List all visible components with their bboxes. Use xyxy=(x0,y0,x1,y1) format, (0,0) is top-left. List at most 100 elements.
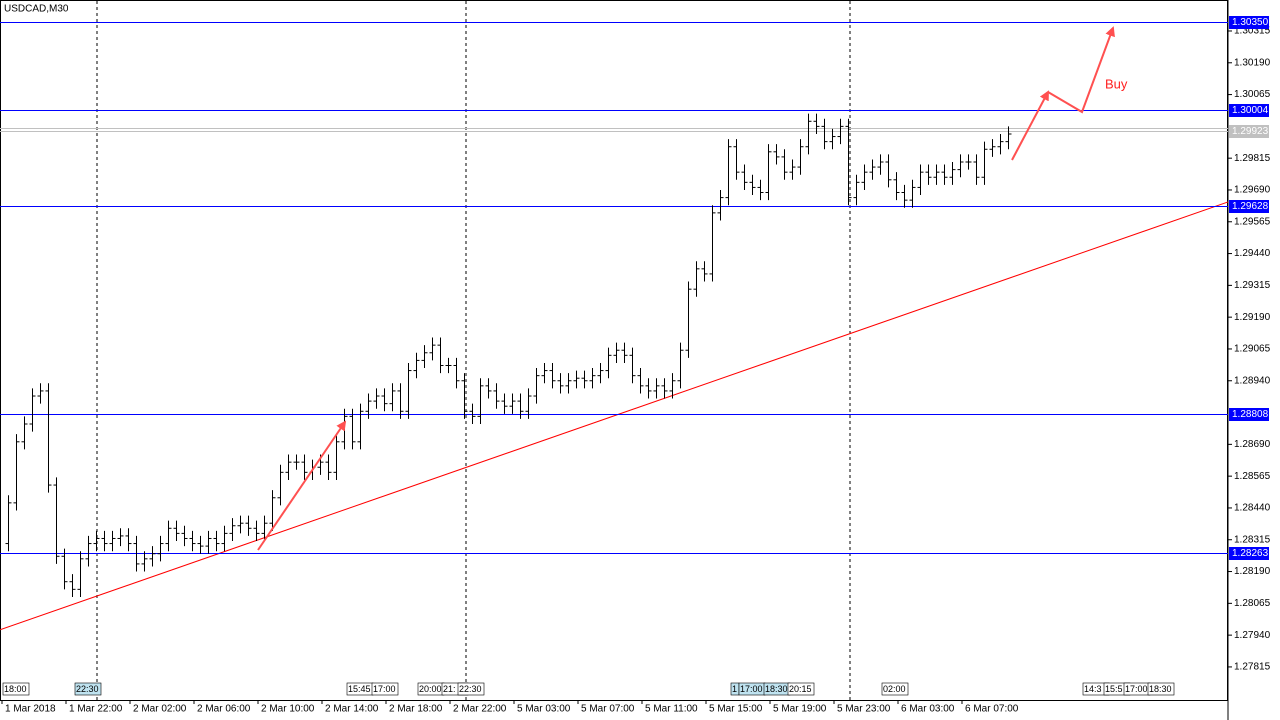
bar xyxy=(205,530,212,554)
bar xyxy=(549,362,556,389)
plot-frame xyxy=(0,0,1228,701)
bar xyxy=(701,261,708,282)
x-tick-label: 5 Mar 19:00 xyxy=(773,704,827,715)
x-tick-label: 2 Mar 14:00 xyxy=(325,704,379,715)
price-label: 1.28808 xyxy=(1232,409,1269,420)
bar xyxy=(133,535,140,572)
bar xyxy=(21,416,28,450)
bar xyxy=(165,520,172,552)
bar xyxy=(437,337,444,374)
bar xyxy=(269,490,276,531)
x-tick-label: 1 Mar 2018 xyxy=(5,704,56,715)
bar xyxy=(901,184,908,208)
price-label: 1.29628 xyxy=(1232,201,1269,212)
bar xyxy=(829,128,836,150)
bar xyxy=(589,368,596,389)
price-label-box xyxy=(1229,408,1269,421)
y-tick-label: 1.28315 xyxy=(1234,534,1271,545)
bar xyxy=(989,139,996,157)
y-tick-label: 1.28440 xyxy=(1234,503,1271,514)
bar xyxy=(581,370,588,389)
time-marker-label: 15:45 xyxy=(348,684,371,694)
x-tick-label: 6 Mar 03:00 xyxy=(901,704,955,715)
y-tick-label: 1.29690 xyxy=(1234,185,1271,196)
bar xyxy=(1005,126,1012,150)
bar xyxy=(813,113,820,135)
y-tick-label: 1.30190 xyxy=(1234,57,1271,68)
bar xyxy=(605,347,612,379)
bar xyxy=(981,141,988,185)
bar xyxy=(957,154,964,178)
time-marker-label: 17:00 xyxy=(1125,684,1148,694)
time-marker-label: 22:30 xyxy=(459,684,482,694)
bar xyxy=(805,113,812,155)
price-label: 1.30004 xyxy=(1232,105,1269,116)
arrow xyxy=(1011,90,1049,161)
time-marker-box xyxy=(457,682,485,696)
bar xyxy=(197,535,204,554)
price-label: 1.30350 xyxy=(1232,17,1269,28)
y-tick-label: 1.30065 xyxy=(1234,89,1271,100)
bar xyxy=(709,205,716,282)
y-tick-label: 1.29815 xyxy=(1234,153,1271,164)
bar xyxy=(413,352,420,379)
bar xyxy=(533,368,540,404)
y-tick-label: 1.29440 xyxy=(1234,248,1271,259)
bar xyxy=(773,144,780,165)
bar xyxy=(509,393,516,414)
y-tick-label: 1.29565 xyxy=(1234,216,1271,227)
bar xyxy=(45,383,52,493)
bar xyxy=(261,515,268,542)
price-label: 1.29923 xyxy=(1232,126,1269,137)
bar xyxy=(13,434,20,511)
x-tick-label: 6 Mar 07:00 xyxy=(965,704,1019,715)
bar xyxy=(357,403,364,450)
bar xyxy=(181,525,188,547)
bar xyxy=(661,378,668,399)
bar xyxy=(69,574,76,597)
bar xyxy=(749,174,756,196)
x-tick-label: 2 Mar 22:00 xyxy=(453,704,507,715)
bar xyxy=(29,388,36,432)
bar xyxy=(909,179,916,208)
bar xyxy=(461,373,468,419)
bar xyxy=(717,189,724,221)
bar xyxy=(973,154,980,185)
bar xyxy=(109,530,116,552)
time-marker-label: 15:5 xyxy=(1105,684,1123,694)
bar xyxy=(53,477,60,564)
bar xyxy=(189,530,196,552)
y-tick-label: 1.27815 xyxy=(1234,662,1271,673)
y-tick-label: 1.29315 xyxy=(1234,280,1271,291)
bar xyxy=(693,261,700,297)
bar xyxy=(613,342,620,363)
y-tick-label: 1.28940 xyxy=(1234,375,1271,386)
time-marker-box xyxy=(881,682,909,696)
bar xyxy=(685,281,692,358)
bar xyxy=(837,118,844,145)
bar xyxy=(621,342,628,363)
bar xyxy=(245,515,252,536)
bar xyxy=(861,164,868,190)
time-marker-label: 18:30 xyxy=(1149,684,1172,694)
y-tick-label: 1.27940 xyxy=(1234,630,1271,641)
bar xyxy=(213,530,220,552)
bar xyxy=(493,383,500,409)
bar xyxy=(501,393,508,414)
time-marker-label: 18:00 xyxy=(4,684,27,694)
bar xyxy=(333,434,340,480)
time-marker-label: 20:15 xyxy=(789,684,812,694)
chart-title: USDCAD,M30 xyxy=(4,4,69,15)
bar xyxy=(469,403,476,424)
bar xyxy=(885,154,892,188)
bar xyxy=(477,378,484,424)
bar xyxy=(517,393,524,419)
x-tick-label: 2 Mar 06:00 xyxy=(197,704,251,715)
time-marker-label: 22:30 xyxy=(76,684,99,694)
time-marker-label: 21: xyxy=(443,684,456,694)
bar xyxy=(77,551,84,597)
bar xyxy=(629,347,636,384)
bar xyxy=(557,373,564,394)
time-marker-box xyxy=(1147,682,1175,696)
